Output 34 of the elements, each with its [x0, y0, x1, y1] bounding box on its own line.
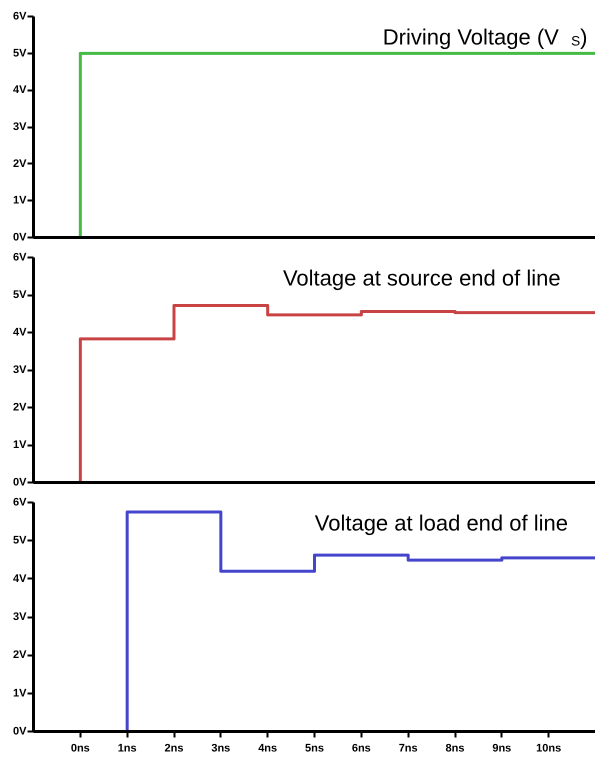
- x-tick-label: 4ns: [258, 742, 278, 754]
- y-tick-label: 2V: [13, 158, 28, 170]
- y-tick-label: 3V: [13, 121, 28, 133]
- y-tick-label: 4V: [13, 326, 28, 338]
- y-tick-label: 0V: [13, 232, 28, 244]
- x-tick-label: 6ns: [352, 742, 371, 754]
- y-tick-label: 3V: [13, 611, 28, 623]
- x-tick-label: 2ns: [164, 742, 184, 754]
- x-tick-label: 3ns: [211, 742, 230, 754]
- y-tick-label: 1V: [13, 439, 28, 451]
- y-tick-label: 1V: [13, 687, 28, 700]
- chart-title: Voltage at source end of line: [282, 266, 561, 290]
- y-tick-label: 0V: [13, 476, 28, 488]
- x-tick-label: 8ns: [446, 742, 464, 754]
- y-tick-label: 6V: [13, 496, 28, 508]
- x-tick-label: 5ns: [305, 742, 324, 754]
- y-tick-label: 0V: [13, 726, 28, 738]
- x-tick-label: 1ns: [118, 742, 137, 754]
- y-tick-label: 1V: [13, 194, 28, 207]
- y-tick-label: 5V: [13, 47, 28, 60]
- x-tick-label: 9ns: [492, 742, 512, 754]
- y-tick-label: 5V: [13, 534, 28, 547]
- y-tick-label: 6V: [13, 10, 28, 22]
- y-tick-label: 3V: [13, 364, 28, 376]
- chart-title: Voltage at load end of line: [314, 510, 568, 536]
- x-tick-label: 7ns: [398, 742, 418, 754]
- x-tick-label: 0ns: [70, 742, 90, 754]
- y-tick-label: 4V: [13, 84, 28, 96]
- y-tick-label: 5V: [13, 289, 28, 301]
- y-tick-label: 6V: [13, 252, 28, 264]
- y-tick-label: 2V: [13, 649, 28, 662]
- x-tick-label: 10ns: [536, 742, 562, 754]
- y-tick-label: 4V: [13, 572, 28, 585]
- y-tick-label: 2V: [13, 402, 28, 414]
